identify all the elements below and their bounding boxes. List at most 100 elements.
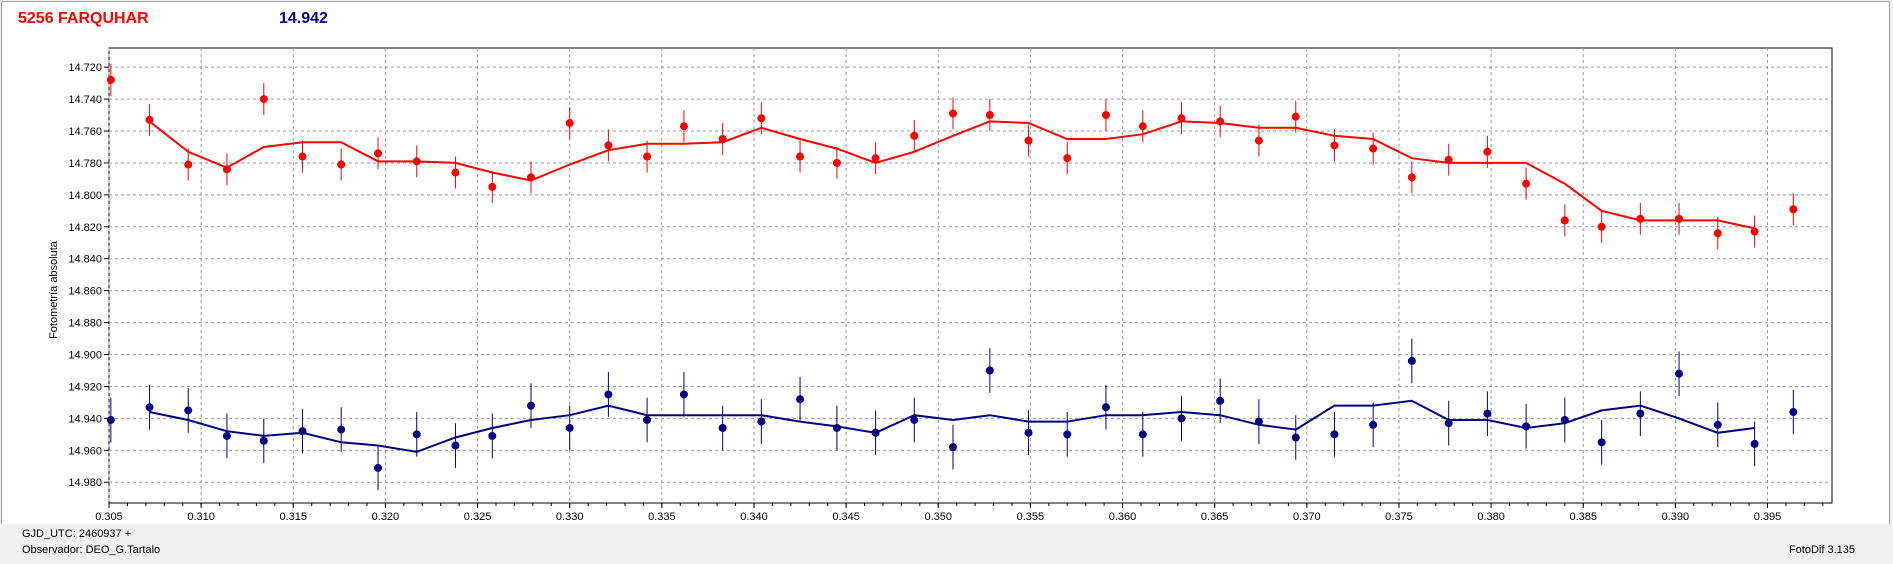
y-tick-label: 14.840 [68,254,102,266]
data-point [1444,155,1453,164]
data-point [374,463,383,472]
data-point [488,182,497,191]
data-point [298,427,307,436]
data-point [604,141,613,150]
y-tick-label: 14.860 [68,286,102,298]
grid-lines [108,48,1832,503]
data-point [451,441,460,450]
version-label: FotoDif 3.135 [1788,544,1855,556]
data-point [184,406,193,415]
x-tick-label: 0.355 [1017,511,1045,523]
x-tick-label: 0.380 [1477,511,1505,523]
data-point [643,152,652,161]
data-point [757,417,766,426]
star-name-title: 5256 FARQUHAR [18,10,149,27]
data-point [1063,430,1072,439]
data-point [1560,415,1569,424]
series-layer [106,63,1798,491]
status-footer [0,524,1893,564]
data-point [1789,408,1798,416]
data-point [1216,396,1225,405]
data-point [1177,114,1186,123]
y-tick-label: 14.720 [68,62,102,74]
x-tick-label: 0.360 [1109,511,1137,523]
data-point [1291,433,1300,442]
data-point [643,415,652,424]
x-tick-label: 0.345 [832,511,860,523]
y-axis-label: Fotometría absoluta [48,240,60,339]
data-point [259,436,268,445]
data-point [1597,438,1606,447]
data-point [1522,422,1531,431]
data-point [222,431,231,440]
data-point [679,390,688,399]
data-point [985,366,994,375]
comparison-magnitude: 14.942 [279,10,328,27]
data-point [222,165,231,174]
data-point [1330,430,1339,439]
data-point [1138,430,1147,439]
data-point [1636,214,1645,223]
data-point [796,152,805,161]
data-point [1330,141,1339,150]
x-tick-label: 0.350 [924,511,952,523]
data-point [145,403,154,412]
data-point [184,160,193,169]
data-point [871,154,880,163]
series-1 [106,338,1798,491]
data-point [565,119,574,128]
y-tick-label: 14.800 [68,190,102,202]
data-point [1138,122,1147,131]
data-point [1675,369,1684,378]
data-point [298,152,307,161]
gjd-label: GJD_UTC: 2460937 + [22,528,132,540]
light-curve-chart: 14.720 14.740 14.760 14.780 14.800 14.820 14.8… [48,47,1833,523]
data-point [1750,227,1759,236]
data-point [1369,420,1378,429]
data-point [526,401,535,410]
data-point [1407,173,1416,182]
data-point [910,131,919,140]
data-point [757,114,766,123]
x-tick-label: 0.310 [187,511,215,523]
data-point [1101,111,1110,120]
y-tick-label: 14.940 [68,413,102,425]
data-point [1560,216,1569,225]
data-point [985,111,994,120]
data-point [948,109,957,118]
data-point [1713,229,1722,238]
data-point [1254,136,1263,145]
data-point [1483,409,1492,418]
data-point [871,428,880,437]
y-tick-label: 14.760 [68,126,102,138]
x-tick-label: 0.330 [556,511,584,523]
y-tick-label: 14.880 [68,318,102,330]
data-point [1101,403,1110,412]
data-point [910,415,919,424]
data-point [106,415,115,424]
data-point [1254,417,1263,426]
data-point [106,75,115,84]
data-point [1444,419,1453,428]
data-point [718,135,727,143]
x-tick-label: 0.385 [1569,511,1597,523]
x-tick-label: 0.335 [648,511,676,523]
x-tick-label: 0.365 [1201,511,1229,523]
x-tick-label: 0.370 [1293,511,1321,523]
y-tick-label: 14.900 [68,350,102,362]
data-point [1291,112,1300,121]
series-0 [106,63,1798,250]
x-tick-label: 0.340 [740,511,768,523]
data-point [679,122,688,131]
data-point [412,157,421,166]
data-point [488,431,497,440]
data-point [1024,428,1033,437]
data-point [526,173,535,182]
data-point [832,158,841,167]
data-point [1597,222,1606,231]
y-tick-label: 14.980 [68,477,102,489]
data-point [1407,356,1416,365]
data-point [1713,420,1722,429]
y-tick-label: 14.920 [68,381,102,393]
data-point [1483,147,1492,156]
